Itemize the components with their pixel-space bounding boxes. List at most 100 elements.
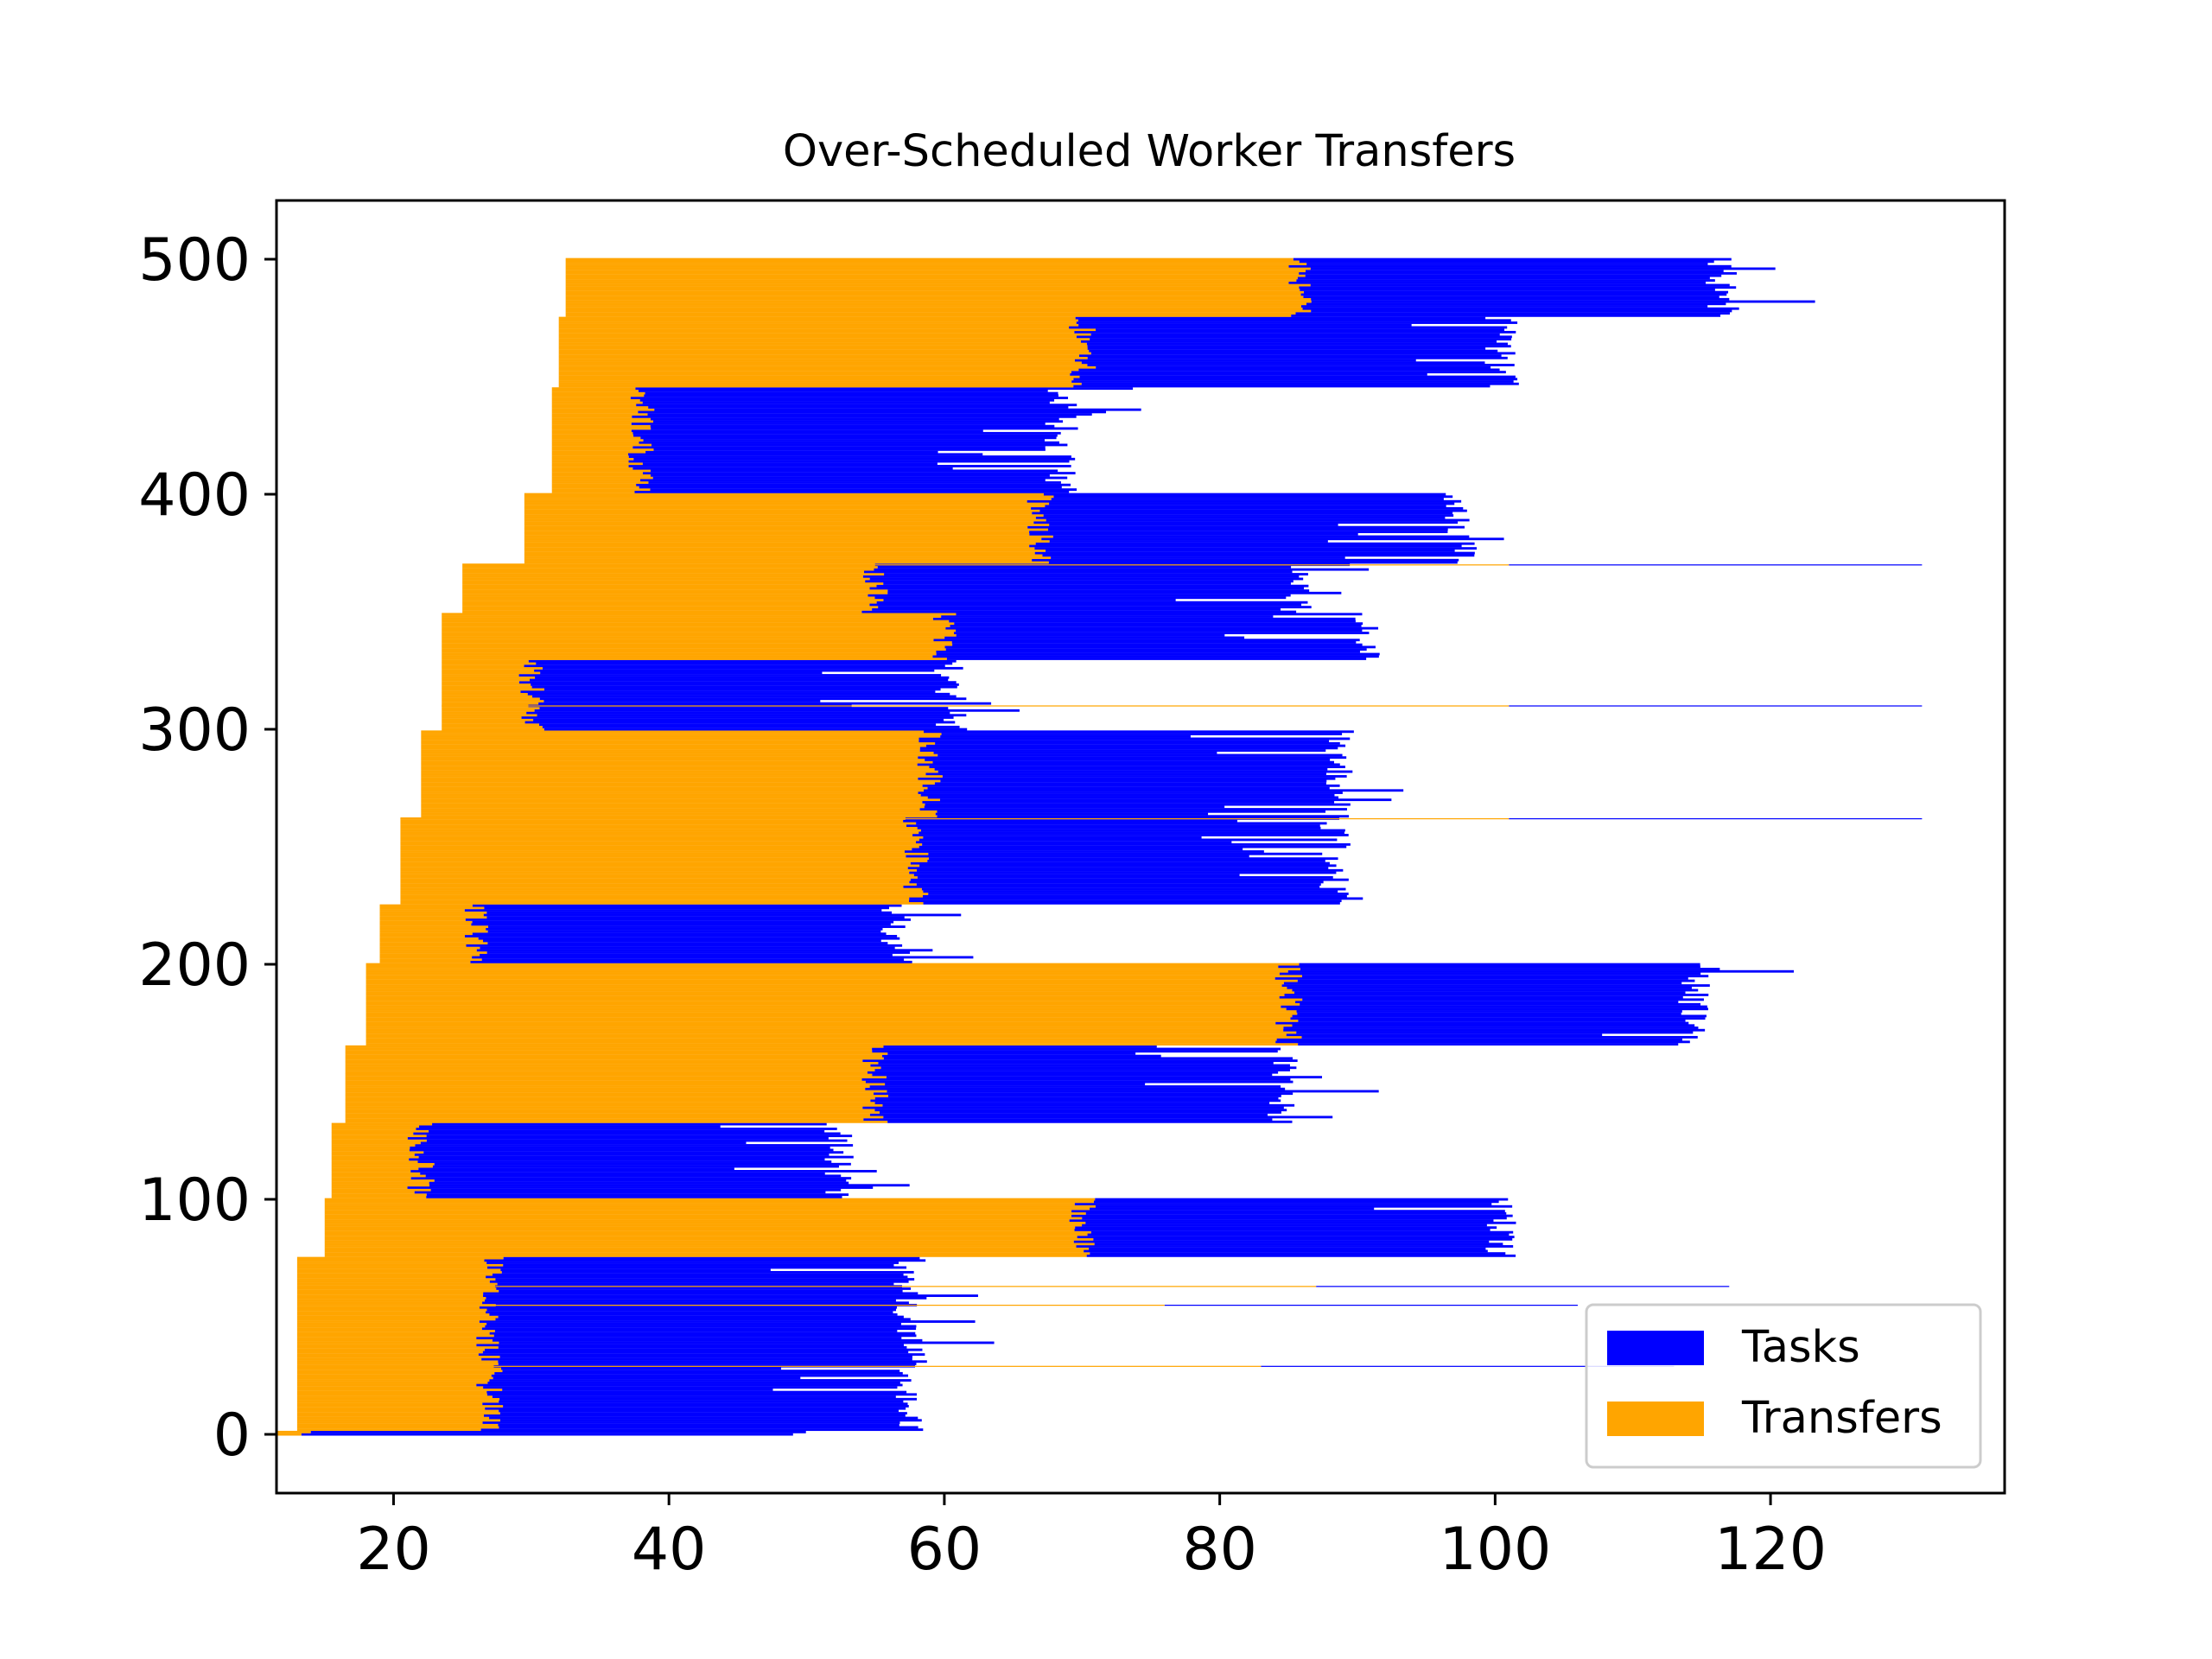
task-bar-g4-134 xyxy=(863,1118,1273,1122)
task-bar-g13-445 xyxy=(635,387,1134,391)
task-bar-g3-103 xyxy=(414,1191,826,1194)
transfer-bar-g5-170 xyxy=(365,1033,1287,1037)
task-bar-g3-125 xyxy=(426,1139,848,1142)
task-bar-g1-68 xyxy=(492,1273,904,1276)
transfer-bar-g11-368 xyxy=(462,568,874,571)
task-bar-g2-91 xyxy=(1069,1219,1494,1222)
task-bar-g11-351 xyxy=(872,607,1281,611)
task-bar-g13-411 xyxy=(632,467,953,470)
task-bar-g6-207 xyxy=(480,946,895,950)
task-bar-g10-331 xyxy=(932,655,1379,658)
task-bar-g12-391 xyxy=(1043,514,1454,517)
transfer-bar-g15-493 xyxy=(565,274,1306,277)
task-bar-g12-373 xyxy=(1051,556,1345,559)
task-bar-g8-269 xyxy=(922,800,1335,804)
transfer-bar-g12-397 xyxy=(524,499,1027,503)
task-bar-g3-132 xyxy=(432,1122,827,1126)
transfer-bar-g10-336 xyxy=(442,643,953,646)
legend-label-tasks: Tasks xyxy=(1741,1322,1860,1373)
transfer-bar-g3-111 xyxy=(331,1172,421,1175)
transfer-bar-g1-60 xyxy=(296,1292,484,1295)
transfer-bar-g8-275 xyxy=(421,786,928,790)
transfer-bar-g15-485 xyxy=(565,293,1301,296)
task-bar-g9-324 xyxy=(540,671,823,675)
task-bar-g1-15 xyxy=(499,1397,918,1401)
transfer-bar-g2-97 xyxy=(324,1205,1096,1208)
transfer-bar-g4-158 xyxy=(345,1061,879,1065)
task-bar-g9-312 xyxy=(543,700,821,702)
task-bar-g12-379 xyxy=(1035,542,1475,545)
transfer-bar-g5-200 xyxy=(365,963,1300,966)
task-bar-g15-487 xyxy=(1300,289,1715,291)
transfer-bar-g14-452 xyxy=(558,371,1071,374)
task-bar-g8-298 xyxy=(941,733,1343,735)
transfer-bar-g13-421 xyxy=(551,443,652,447)
task-bar-g7-248 xyxy=(904,850,1264,853)
legend-label-transfers: Transfers xyxy=(1741,1393,1942,1444)
task-bar-g3-113 xyxy=(418,1167,734,1171)
task-bar-g7-240 xyxy=(917,868,1344,872)
transfer-bar-g13-436 xyxy=(551,408,655,411)
task-bar-g12-382 xyxy=(1052,535,1470,538)
task-bar-g8-275 xyxy=(927,786,1330,790)
transfer-bar-g4-146 xyxy=(345,1090,887,1093)
transfer-bar-g4-161 xyxy=(345,1054,882,1058)
task-bar-g7-227 xyxy=(909,899,1342,903)
transfer-bar-g14-460 xyxy=(558,352,1091,355)
task-bar-g12-381 xyxy=(1041,537,1504,541)
transfer-bar-g15-476 xyxy=(565,314,1292,317)
transfer-bar-g13-403 xyxy=(551,486,639,489)
transfer-bar-g7-228 xyxy=(400,897,910,900)
task-bar-g1-39 xyxy=(499,1341,995,1344)
transfer-bar-g8-277 xyxy=(421,782,935,785)
transfer-bar-g2-82 xyxy=(324,1240,1074,1243)
transfer-bar-outlier-1 xyxy=(303,1304,1165,1306)
transfer-bar-g4-136 xyxy=(345,1113,870,1116)
task-bar-g1-20 xyxy=(483,1386,898,1389)
transfer-bar-g15-499 xyxy=(565,260,1300,264)
transfer-bar-g9-321 xyxy=(442,678,531,682)
task-bar-g4-142 xyxy=(870,1099,1281,1103)
task-bar-g15-495 xyxy=(1305,270,1724,273)
transfer-bar-g1-27 xyxy=(296,1370,503,1373)
task-bar-g5-177 xyxy=(1290,1017,1706,1020)
transfer-bar-g4-159 xyxy=(345,1059,863,1063)
transfer-bar-g4-156 xyxy=(345,1066,881,1070)
transfer-bar-g11-367 xyxy=(462,570,864,574)
task-bar-g5-170 xyxy=(1286,1033,1603,1037)
task-bar-g12-377 xyxy=(1034,547,1478,550)
task-bar-g1-23 xyxy=(489,1379,912,1382)
task-bar-g1-49 xyxy=(495,1318,911,1321)
transfer-bar-g12-375 xyxy=(524,551,1035,555)
task-bar-g1-4 xyxy=(498,1423,899,1427)
transfer-bar-g5-176 xyxy=(365,1019,1299,1022)
task-bar-g9-323 xyxy=(518,674,942,677)
transfer-bar-g8-278 xyxy=(421,779,941,783)
task-bar-g1-46 xyxy=(485,1325,917,1328)
task-bar-g0-0 xyxy=(301,1433,793,1436)
task-bar-g1-27 xyxy=(502,1370,900,1373)
transfer-bar-g7-260 xyxy=(400,822,917,825)
transfer-bar-g3-122 xyxy=(331,1146,410,1149)
task-bar-g2-100 xyxy=(1095,1198,1509,1201)
transfer-bar-g8-267 xyxy=(421,805,925,809)
transfer-bar-g14-475 xyxy=(558,316,1076,320)
transfer-bar-g15-481 xyxy=(565,302,1307,306)
task-bar-g12-393 xyxy=(1039,509,1467,512)
transfer-bar-g8-266 xyxy=(421,808,920,810)
task-bar-g10-332 xyxy=(936,652,1380,656)
transfer-bar-g13-430 xyxy=(551,423,632,425)
transfer-bar-g14-450 xyxy=(558,375,1080,378)
task-bar-g7-235 xyxy=(909,880,1324,884)
transfer-bar-g13-405 xyxy=(551,481,649,484)
transfer-bar-g1-26 xyxy=(296,1371,495,1375)
transfer-bar-g12-377 xyxy=(524,547,1035,550)
transfer-bar-g11-363 xyxy=(462,580,866,583)
task-bar-g1-47 xyxy=(486,1322,901,1325)
transfer-bar-g5-182 xyxy=(365,1005,1281,1008)
transfer-bar-g12-380 xyxy=(524,540,1050,543)
transfer-bar-g1-15 xyxy=(296,1397,500,1401)
transfer-bar-g2-100 xyxy=(324,1198,1096,1201)
transfer-bar-g7-259 xyxy=(400,824,906,828)
transfer-bar-g13-424 xyxy=(551,436,641,440)
